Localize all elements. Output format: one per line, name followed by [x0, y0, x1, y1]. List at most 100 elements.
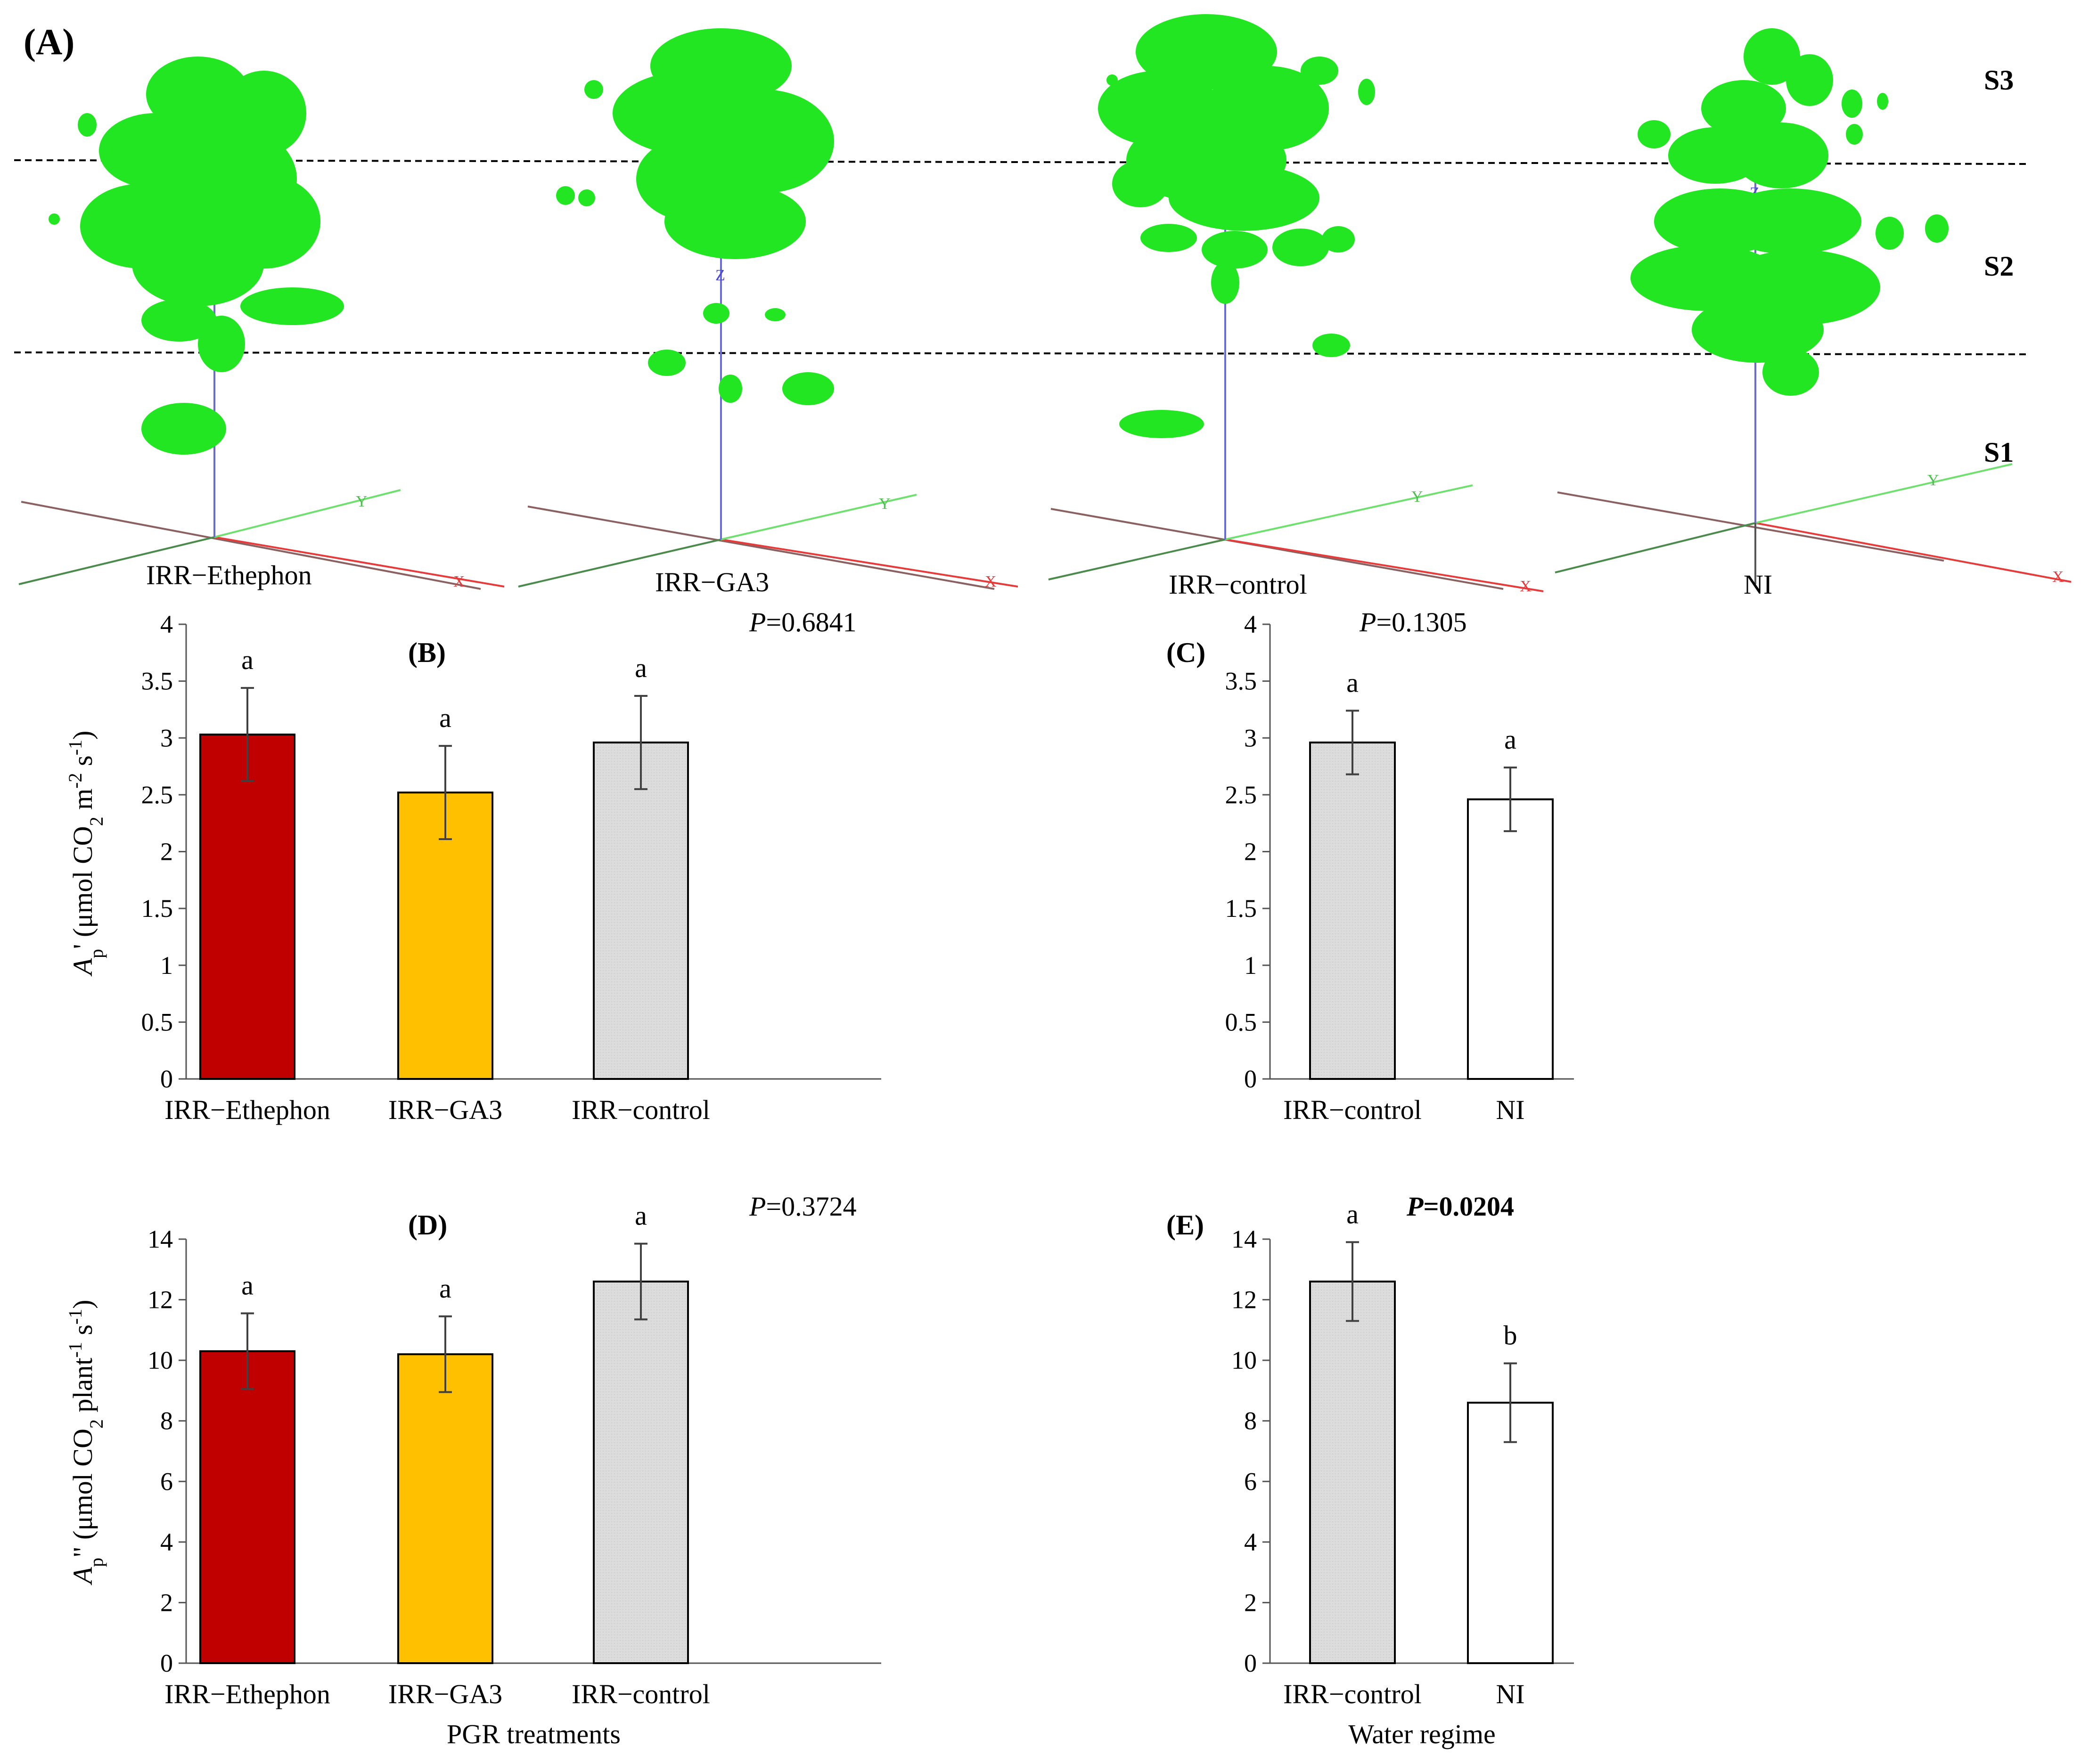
bar [1309, 1281, 1396, 1664]
panel-a-plant-reconstructions: (A) S3 S2 S1 X Y Z [14, 14, 2072, 600]
y-tick-label: 12 [147, 1286, 173, 1314]
y-tick-label: 4 [1244, 1528, 1257, 1556]
y-tick-label: 14 [1231, 1225, 1257, 1253]
category-label: IRR−Ethephon [164, 1679, 330, 1709]
x-axis-positive [1225, 539, 1544, 592]
y-tick-label: 6 [160, 1467, 173, 1495]
x-axis-positive [721, 539, 1018, 588]
x-axis-negative [1557, 491, 1944, 562]
y-tick-label: 3.5 [1225, 667, 1257, 695]
significance-letter: a [1504, 724, 1516, 755]
bar [1467, 798, 1554, 1080]
y-tick-label: 4 [1244, 610, 1257, 638]
y-tick-label: 2 [1244, 838, 1257, 866]
bar [199, 734, 295, 1080]
y-axis-negative [1048, 539, 1226, 580]
significance-letter: b [1504, 1320, 1517, 1351]
y-tick-label: 1.5 [141, 894, 173, 923]
y-tick-label: 8 [160, 1407, 173, 1435]
x-axis-positive [214, 536, 505, 588]
panel-label: (E) [1166, 1209, 1204, 1241]
y-axis-title: Ap" (μmol CO2 plant-1 s-1) [65, 1300, 107, 1586]
y-tick-label: 10 [147, 1346, 173, 1374]
bar [397, 792, 493, 1080]
x-axis-positive [1755, 522, 2072, 583]
plant-irr-ethephon: X Y Z IRR−Ethephon [18, 57, 505, 590]
category-label: IRR−control [572, 1679, 710, 1709]
category-label: IRR−control [1283, 1679, 1422, 1709]
foliage [556, 28, 834, 405]
y-tick-label: 2.5 [1225, 781, 1257, 809]
x-axis-title: Water regime [1348, 1719, 1496, 1749]
z-axis-marker: Z [715, 267, 725, 284]
x-axis-negative [527, 506, 995, 590]
p-value: P=0.6841 [749, 607, 857, 637]
y-tick-label: 2 [160, 1588, 173, 1617]
category-label: IRR−Ethephon [164, 1094, 330, 1125]
y-axis-marker: Y [1411, 488, 1423, 506]
bar [593, 1281, 689, 1664]
y-tick-label: 8 [1244, 1407, 1257, 1435]
plant-label-irr-ga3: IRR−GA3 [655, 567, 769, 597]
y-axis-positive [1225, 484, 1473, 540]
chart-panel-d: 0 2 4 6 8 10 12 14 a IRR−Ethephon a IRR−GA3 a IRR−con… [65, 1191, 881, 1749]
y-tick-label: 2 [160, 838, 173, 866]
p-value: P=0.3724 [749, 1191, 857, 1222]
y-tick-label: 4 [160, 610, 173, 638]
plant-label-irr-ethephon: IRR−Ethephon [146, 560, 312, 590]
y-tick-label: 4 [160, 1528, 173, 1556]
bar [1467, 1402, 1554, 1664]
y-axis-negative [18, 536, 215, 585]
y-tick-label: 14 [147, 1225, 173, 1253]
y-axis-marker: Y [879, 495, 891, 513]
bar [593, 741, 689, 1080]
y-tick-label: 2 [1244, 1588, 1257, 1617]
x-axis-marker: X [985, 573, 997, 590]
x-axis-marker: X [453, 573, 465, 590]
y-tick-label: 1.5 [1225, 894, 1257, 923]
x-axis-marker: X [1520, 578, 1532, 595]
y-tick-label: 0 [160, 1065, 173, 1093]
plant-label-irr-control: IRR−control [1169, 569, 1307, 600]
foliage [49, 57, 344, 455]
significance-letter: a [635, 1200, 647, 1231]
chart-panel-c: 0 0.5 1 1.5 2 2.5 3 3.5 4 a IRR−control a NI (C) P=0.1… [1166, 607, 1574, 1125]
category-label: IRR−control [572, 1094, 710, 1125]
stratum-label-s2: S2 [1984, 251, 2014, 282]
significance-letter: a [439, 702, 451, 733]
category-label: NI [1496, 1679, 1524, 1709]
category-label: IRR−control [1283, 1094, 1422, 1125]
y-tick-label: 1 [1244, 951, 1257, 980]
plant-irr-control: X Y IRR−control [1048, 14, 1544, 600]
x-axis-negative [1050, 508, 1504, 590]
significance-letter: a [241, 1270, 254, 1301]
y-tick-label: 0 [1244, 1065, 1257, 1093]
x-axis-title: PGR treatments [447, 1719, 621, 1749]
y-tick-label: 3 [160, 724, 173, 752]
chart-panel-b: 0 0.5 1 1.5 2 2.5 3 3.5 4 a IRR−Ethephon a IRR−GA3 a I… [65, 607, 881, 1125]
panel-label: (D) [408, 1209, 447, 1241]
p-value: P=0.0204 [1406, 1191, 1514, 1222]
y-axis-positive [1755, 463, 2013, 524]
y-tick-label: 1 [160, 951, 173, 980]
plant-irr-ga3: X Y Z IRR−GA3 [518, 28, 1018, 597]
significance-letter: a [439, 1273, 451, 1304]
y-axis-marker: Y [356, 493, 368, 510]
y-tick-label: 12 [1231, 1286, 1257, 1314]
bar [1309, 741, 1396, 1080]
y-tick-label: 0 [1244, 1649, 1257, 1677]
y-tick-label: 10 [1231, 1346, 1257, 1374]
p-value: P=0.1305 [1359, 607, 1467, 637]
y-axis-positive [214, 489, 401, 538]
y-tick-label: 0 [160, 1649, 173, 1677]
plant-label-ni: NI [1744, 569, 1772, 600]
y-tick-label: 2.5 [141, 781, 173, 809]
x-axis-marker: X [2052, 568, 2064, 586]
foliage [1098, 14, 1375, 438]
foliage [1630, 28, 1949, 396]
significance-letter: a [1346, 1199, 1359, 1229]
y-tick-label: 3.5 [141, 667, 173, 695]
y-tick-label: 3 [1244, 724, 1257, 752]
panel-a-label: (A) [24, 21, 74, 62]
chart-panel-e: 0 2 4 6 8 10 12 14 a IRR−control b NI (E) P=0.0204 Wat… [1166, 1191, 1574, 1749]
